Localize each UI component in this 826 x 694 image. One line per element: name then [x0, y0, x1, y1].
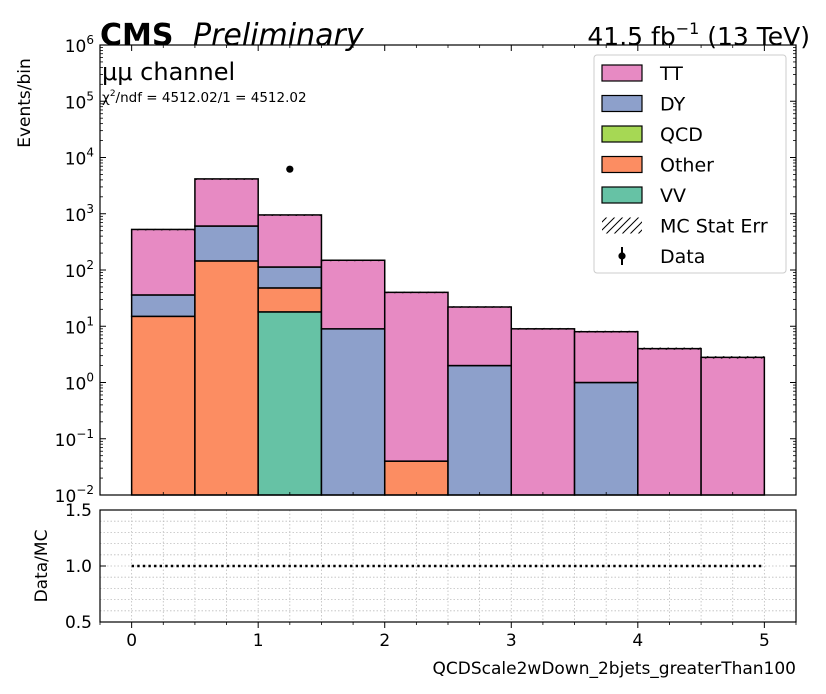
stat-err-bin-6 [511, 327, 575, 330]
main-y-tick-label-3: 101 [65, 314, 94, 338]
ratio-y-axis-label: Data/MC [32, 530, 52, 603]
bar-vv-bin-2 [257, 311, 323, 496]
chi2-label: χ2/ndf = 4512.02/1 = 4512.02 [102, 89, 307, 106]
main-y-tick-label-2: 100 [65, 371, 94, 395]
bar-dy-bin-1 [194, 225, 259, 262]
bar-other-bin-1 [194, 260, 259, 496]
legend-label: QCD [660, 124, 703, 146]
main-y-tick-label-8: 106 [65, 33, 94, 57]
legend-marker [618, 252, 626, 260]
bar-dy-bin-5 [447, 364, 513, 496]
main-y-tick-label-0: 10−2 [55, 483, 94, 507]
bar-dy-bin-0 [130, 294, 196, 318]
legend-entry-qcd: QCD [601, 124, 703, 146]
bar-other-bin-4 [383, 460, 449, 496]
x-tick-label-4: 4 [632, 631, 643, 651]
bar-other-bin-0 [130, 315, 196, 496]
ratio-grid [99, 509, 797, 623]
ratio-y-axis: 0.5 1.0 1.5 [65, 501, 796, 633]
data-points [286, 165, 294, 173]
legend-entry-other: Other [601, 155, 714, 177]
bar-tt-bin-0 [130, 228, 196, 296]
main-y-axis-label: Events/bin [15, 58, 35, 148]
main-y-axis: 10−2 10−1 100 101 102 103 104 105 106 [55, 33, 796, 507]
bar-other-bin-2 [257, 287, 323, 313]
preliminary-label: Preliminary [193, 18, 365, 53]
x-tick-label-2: 2 [379, 631, 390, 651]
stat-err-bin-7 [574, 330, 638, 333]
mc-stat-error-band [131, 178, 765, 359]
legend-entry-data: Data [618, 246, 705, 268]
main-y-tick-label-6: 104 [65, 146, 94, 170]
bar-tt-bin-2 [257, 214, 323, 268]
legend-swatch [601, 186, 643, 204]
legend-entry-tt: TT [601, 63, 683, 85]
main-plot-panel: 10−2 10−1 100 101 102 103 104 105 106 Events/bin… [15, 33, 797, 507]
bar-tt-bin-9 [700, 356, 766, 496]
cms-label: CMS [100, 18, 173, 53]
stat-err-bin-9 [701, 356, 765, 359]
x-tick-label-5: 5 [759, 631, 770, 651]
ratio-y-tick-label-2: 1.5 [65, 501, 92, 521]
legend-entry-dy: DY [601, 94, 686, 116]
data-point-0 [286, 165, 294, 173]
legend-label: DY [660, 94, 686, 116]
legend-swatch [601, 125, 643, 143]
legend-hatch-swatch [602, 217, 642, 234]
legend-swatch [601, 155, 643, 174]
stat-err-bin-3 [321, 259, 385, 262]
stat-err-bin-4 [384, 291, 448, 294]
main-y-tick-label-4: 102 [65, 258, 94, 282]
bar-dy-bin-3 [320, 328, 386, 496]
stat-err-bin-5 [448, 306, 512, 308]
main-y-tick-label-5: 103 [65, 202, 94, 226]
ratio-y-tick-label-1: 1.0 [65, 557, 92, 577]
main-y-tick-label-7: 105 [65, 89, 94, 113]
luminosity-label: 41.5 fb−1 (13 TeV) [587, 19, 810, 51]
stat-err-bin-8 [637, 347, 702, 350]
main-y-tick-label-1: 10−1 [55, 427, 94, 451]
legend-entry-mc-stat-err: MC Stat Err [602, 216, 768, 238]
channel-label: μμ channel [102, 58, 235, 86]
legend-label: Other [660, 155, 714, 177]
ratio-plot-panel: 0.5 1.0 1.5 0 1 2 3 4 5 Data/MC QCDScale2wDown_… [32, 501, 797, 679]
stat-err-bin-1 [194, 178, 259, 180]
bar-tt-bin-1 [194, 178, 259, 227]
legend: TT DY QCD Other VV MC Stat Err Data [593, 54, 787, 274]
bar-tt-bin-5 [447, 306, 513, 367]
bar-dy-bin-2 [257, 266, 323, 289]
legend-swatch [601, 94, 643, 113]
legend-swatch [601, 64, 643, 82]
bar-tt-bin-7 [573, 330, 639, 384]
main-x-ticks [99, 45, 797, 495]
x-axis-label: QCDScale2wDown_2bjets_greaterThan100 [433, 659, 796, 679]
x-tick-label-1: 1 [253, 631, 264, 651]
stat-err-bin-0 [131, 228, 195, 231]
legend-entry-vv: VV [601, 185, 686, 207]
ratio-y-tick-label-0: 0.5 [65, 613, 92, 633]
ratio-x-axis: 0 1 2 3 4 5 [99, 622, 797, 651]
legend-label: TT [659, 63, 683, 85]
x-tick-label-0: 0 [126, 631, 137, 651]
bar-tt-bin-3 [320, 259, 386, 330]
bar-tt-bin-8 [637, 347, 702, 496]
legend-label: VV [660, 185, 686, 207]
legend-label: MC Stat Err [660, 216, 768, 238]
stat-err-bin-2 [258, 214, 322, 216]
x-tick-label-3: 3 [506, 631, 517, 651]
legend-label: Data [660, 246, 705, 268]
bar-dy-bin-7 [573, 381, 639, 496]
bar-tt-bin-4 [383, 291, 449, 462]
stacked-histogram [130, 178, 766, 496]
bar-tt-bin-6 [510, 328, 576, 496]
